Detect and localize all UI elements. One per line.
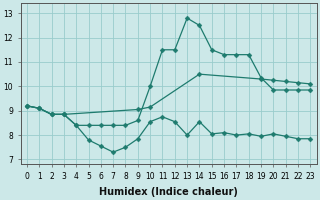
X-axis label: Humidex (Indice chaleur): Humidex (Indice chaleur) [99, 187, 238, 197]
